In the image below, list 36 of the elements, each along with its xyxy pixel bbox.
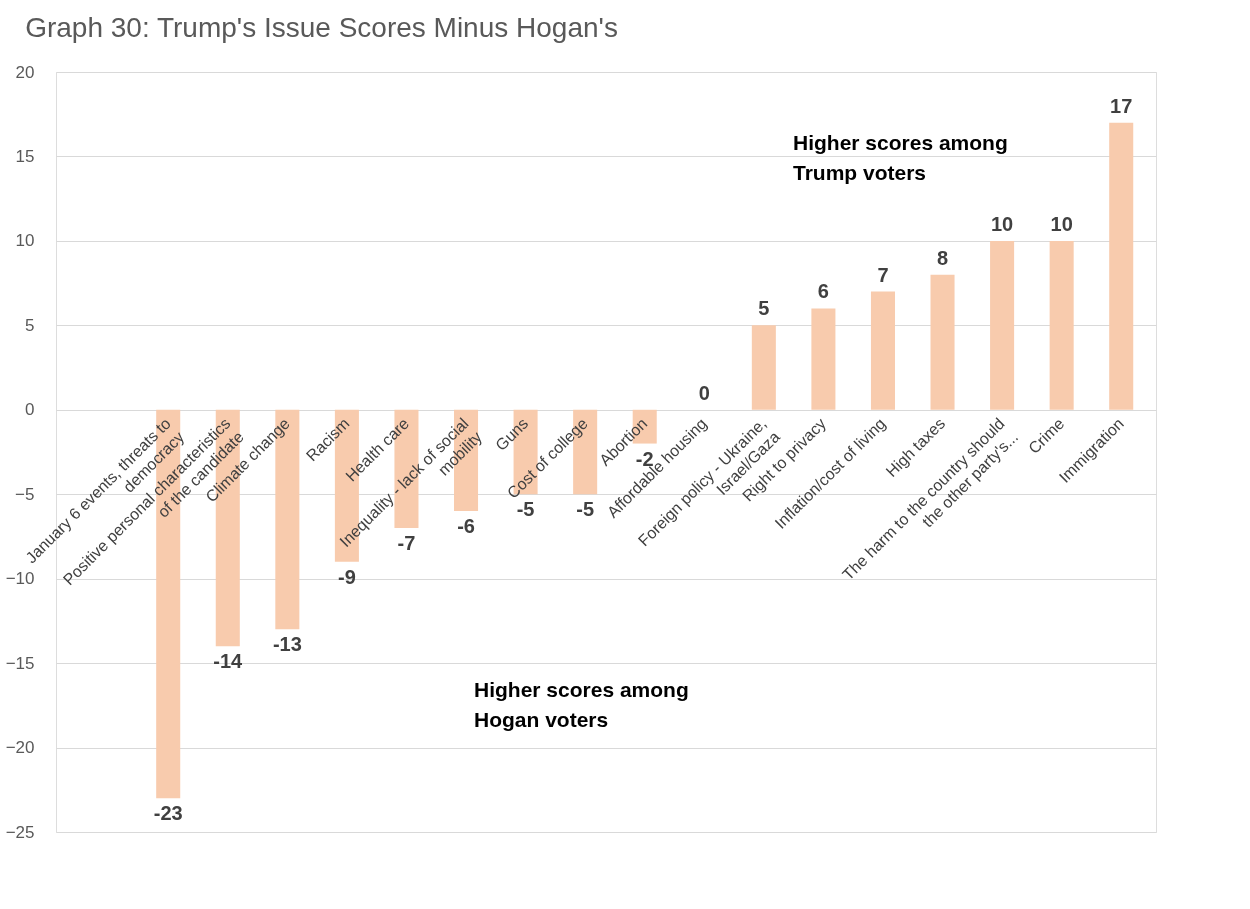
data-label: 8 xyxy=(936,246,949,269)
data-label: 17 xyxy=(1110,94,1133,117)
annotation: Higher scores among Trump voters xyxy=(793,130,1008,184)
data-label: 10 xyxy=(1050,212,1073,235)
bar xyxy=(930,274,955,410)
bar xyxy=(990,240,1015,410)
y-tick-label: 5 xyxy=(25,315,35,335)
y-tick-label: 10 xyxy=(15,231,35,251)
data-label: -23 xyxy=(153,802,183,825)
annotation: Higher scores among Hogan voters xyxy=(474,678,689,731)
bar xyxy=(1109,122,1134,410)
y-tick-label: −10 xyxy=(5,569,35,589)
y-tick-label: −15 xyxy=(5,653,35,673)
data-label: 10 xyxy=(990,212,1014,235)
data-label: 7 xyxy=(877,263,889,286)
bar xyxy=(1049,240,1074,410)
data-label: -14 xyxy=(213,650,244,673)
y-tick-label: −25 xyxy=(5,822,35,842)
data-label: -9 xyxy=(338,565,356,588)
data-label: 6 xyxy=(817,280,829,303)
bar xyxy=(751,325,776,410)
data-label: -7 xyxy=(397,532,416,554)
bar xyxy=(870,291,895,410)
y-tick-label: 0 xyxy=(25,400,35,420)
data-label: 0 xyxy=(698,381,710,404)
chart-title: Graph 30: Trump's Issue Scores Minus Hogan's xyxy=(25,12,618,43)
y-tick-label: −5 xyxy=(15,484,35,504)
bar xyxy=(811,308,836,410)
data-label: -5 xyxy=(576,498,595,521)
y-tick-label: −20 xyxy=(5,738,35,758)
data-label: -6 xyxy=(457,515,475,538)
data-label: -5 xyxy=(516,498,535,521)
y-tick-label: 15 xyxy=(15,146,35,166)
data-label: 5 xyxy=(758,297,770,320)
data-label: -13 xyxy=(272,633,302,656)
y-tick-label: 20 xyxy=(15,62,35,82)
